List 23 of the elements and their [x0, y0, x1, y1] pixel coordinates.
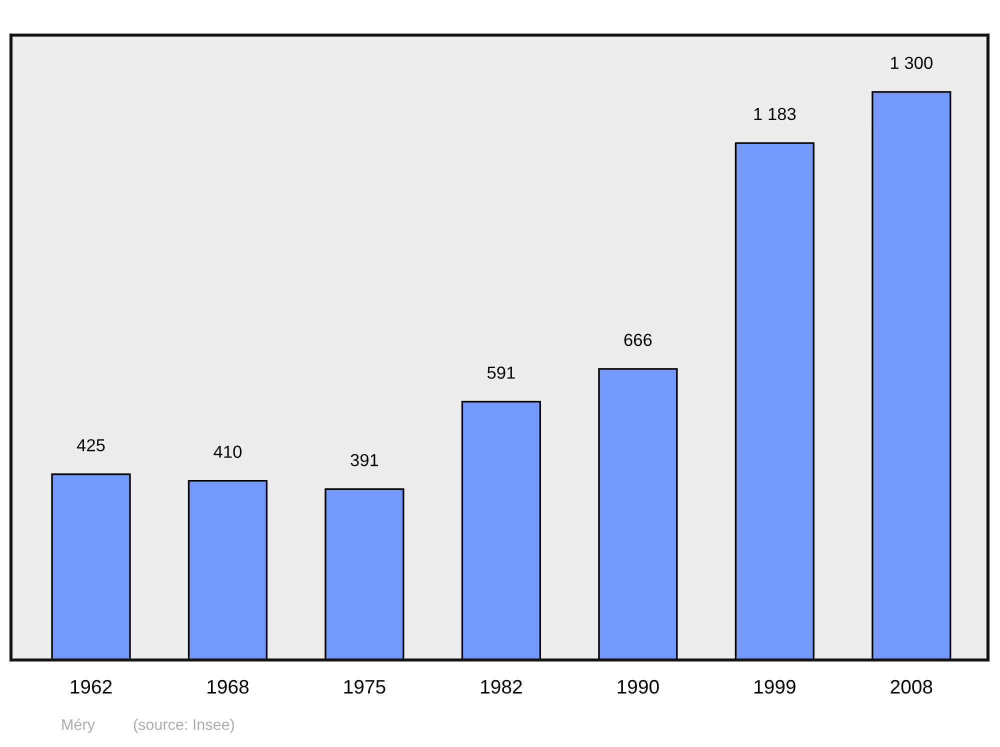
x-tick-label: 1982 [481, 680, 522, 694]
x-tick-label: 1962 [70, 680, 112, 694]
data-label: 425 [76, 439, 105, 452]
bar [598, 368, 678, 660]
text: Méry [62, 718, 95, 733]
bar [324, 488, 404, 660]
x-tick-label: 1975 [344, 680, 386, 694]
x-tick-label: 2008 [890, 680, 932, 694]
x-tick-label: 1999 [754, 680, 796, 694]
data-label: 1 300 [891, 56, 932, 70]
data-label: 1 183 [754, 108, 796, 120]
x-tick-label: 1990 [618, 680, 659, 694]
bar [461, 400, 542, 660]
bar [51, 473, 131, 660]
bar [734, 142, 814, 660]
bar [188, 480, 268, 660]
data-label: 666 [624, 334, 652, 346]
x-tick-label: 1968 [208, 680, 249, 694]
data-label: 591 [487, 366, 515, 379]
text: (source: Insee) [134, 718, 234, 733]
data-label: 391 [350, 454, 378, 466]
data-label: 410 [214, 446, 242, 458]
bar [872, 91, 952, 660]
